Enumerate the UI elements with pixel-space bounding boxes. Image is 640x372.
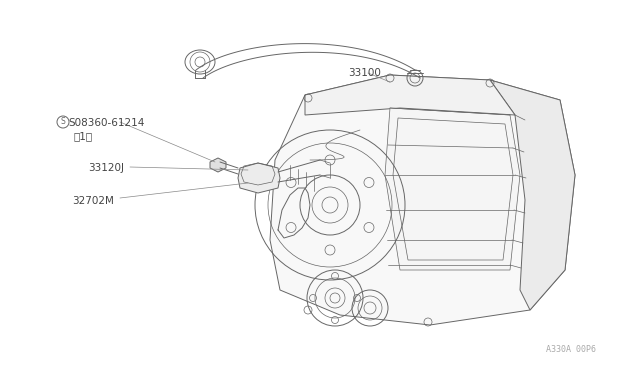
Text: 32702M: 32702M xyxy=(72,196,114,206)
Text: 33120J: 33120J xyxy=(88,163,124,173)
Text: （1）: （1） xyxy=(74,131,93,141)
Text: S: S xyxy=(61,118,65,126)
Text: 33100: 33100 xyxy=(348,68,381,78)
Polygon shape xyxy=(210,158,226,172)
Polygon shape xyxy=(270,75,575,325)
Text: S08360-61214: S08360-61214 xyxy=(68,118,145,128)
Polygon shape xyxy=(385,108,520,270)
Polygon shape xyxy=(305,75,515,115)
Polygon shape xyxy=(238,163,280,193)
Polygon shape xyxy=(490,80,575,310)
Text: A330A 00P6: A330A 00P6 xyxy=(546,345,596,354)
